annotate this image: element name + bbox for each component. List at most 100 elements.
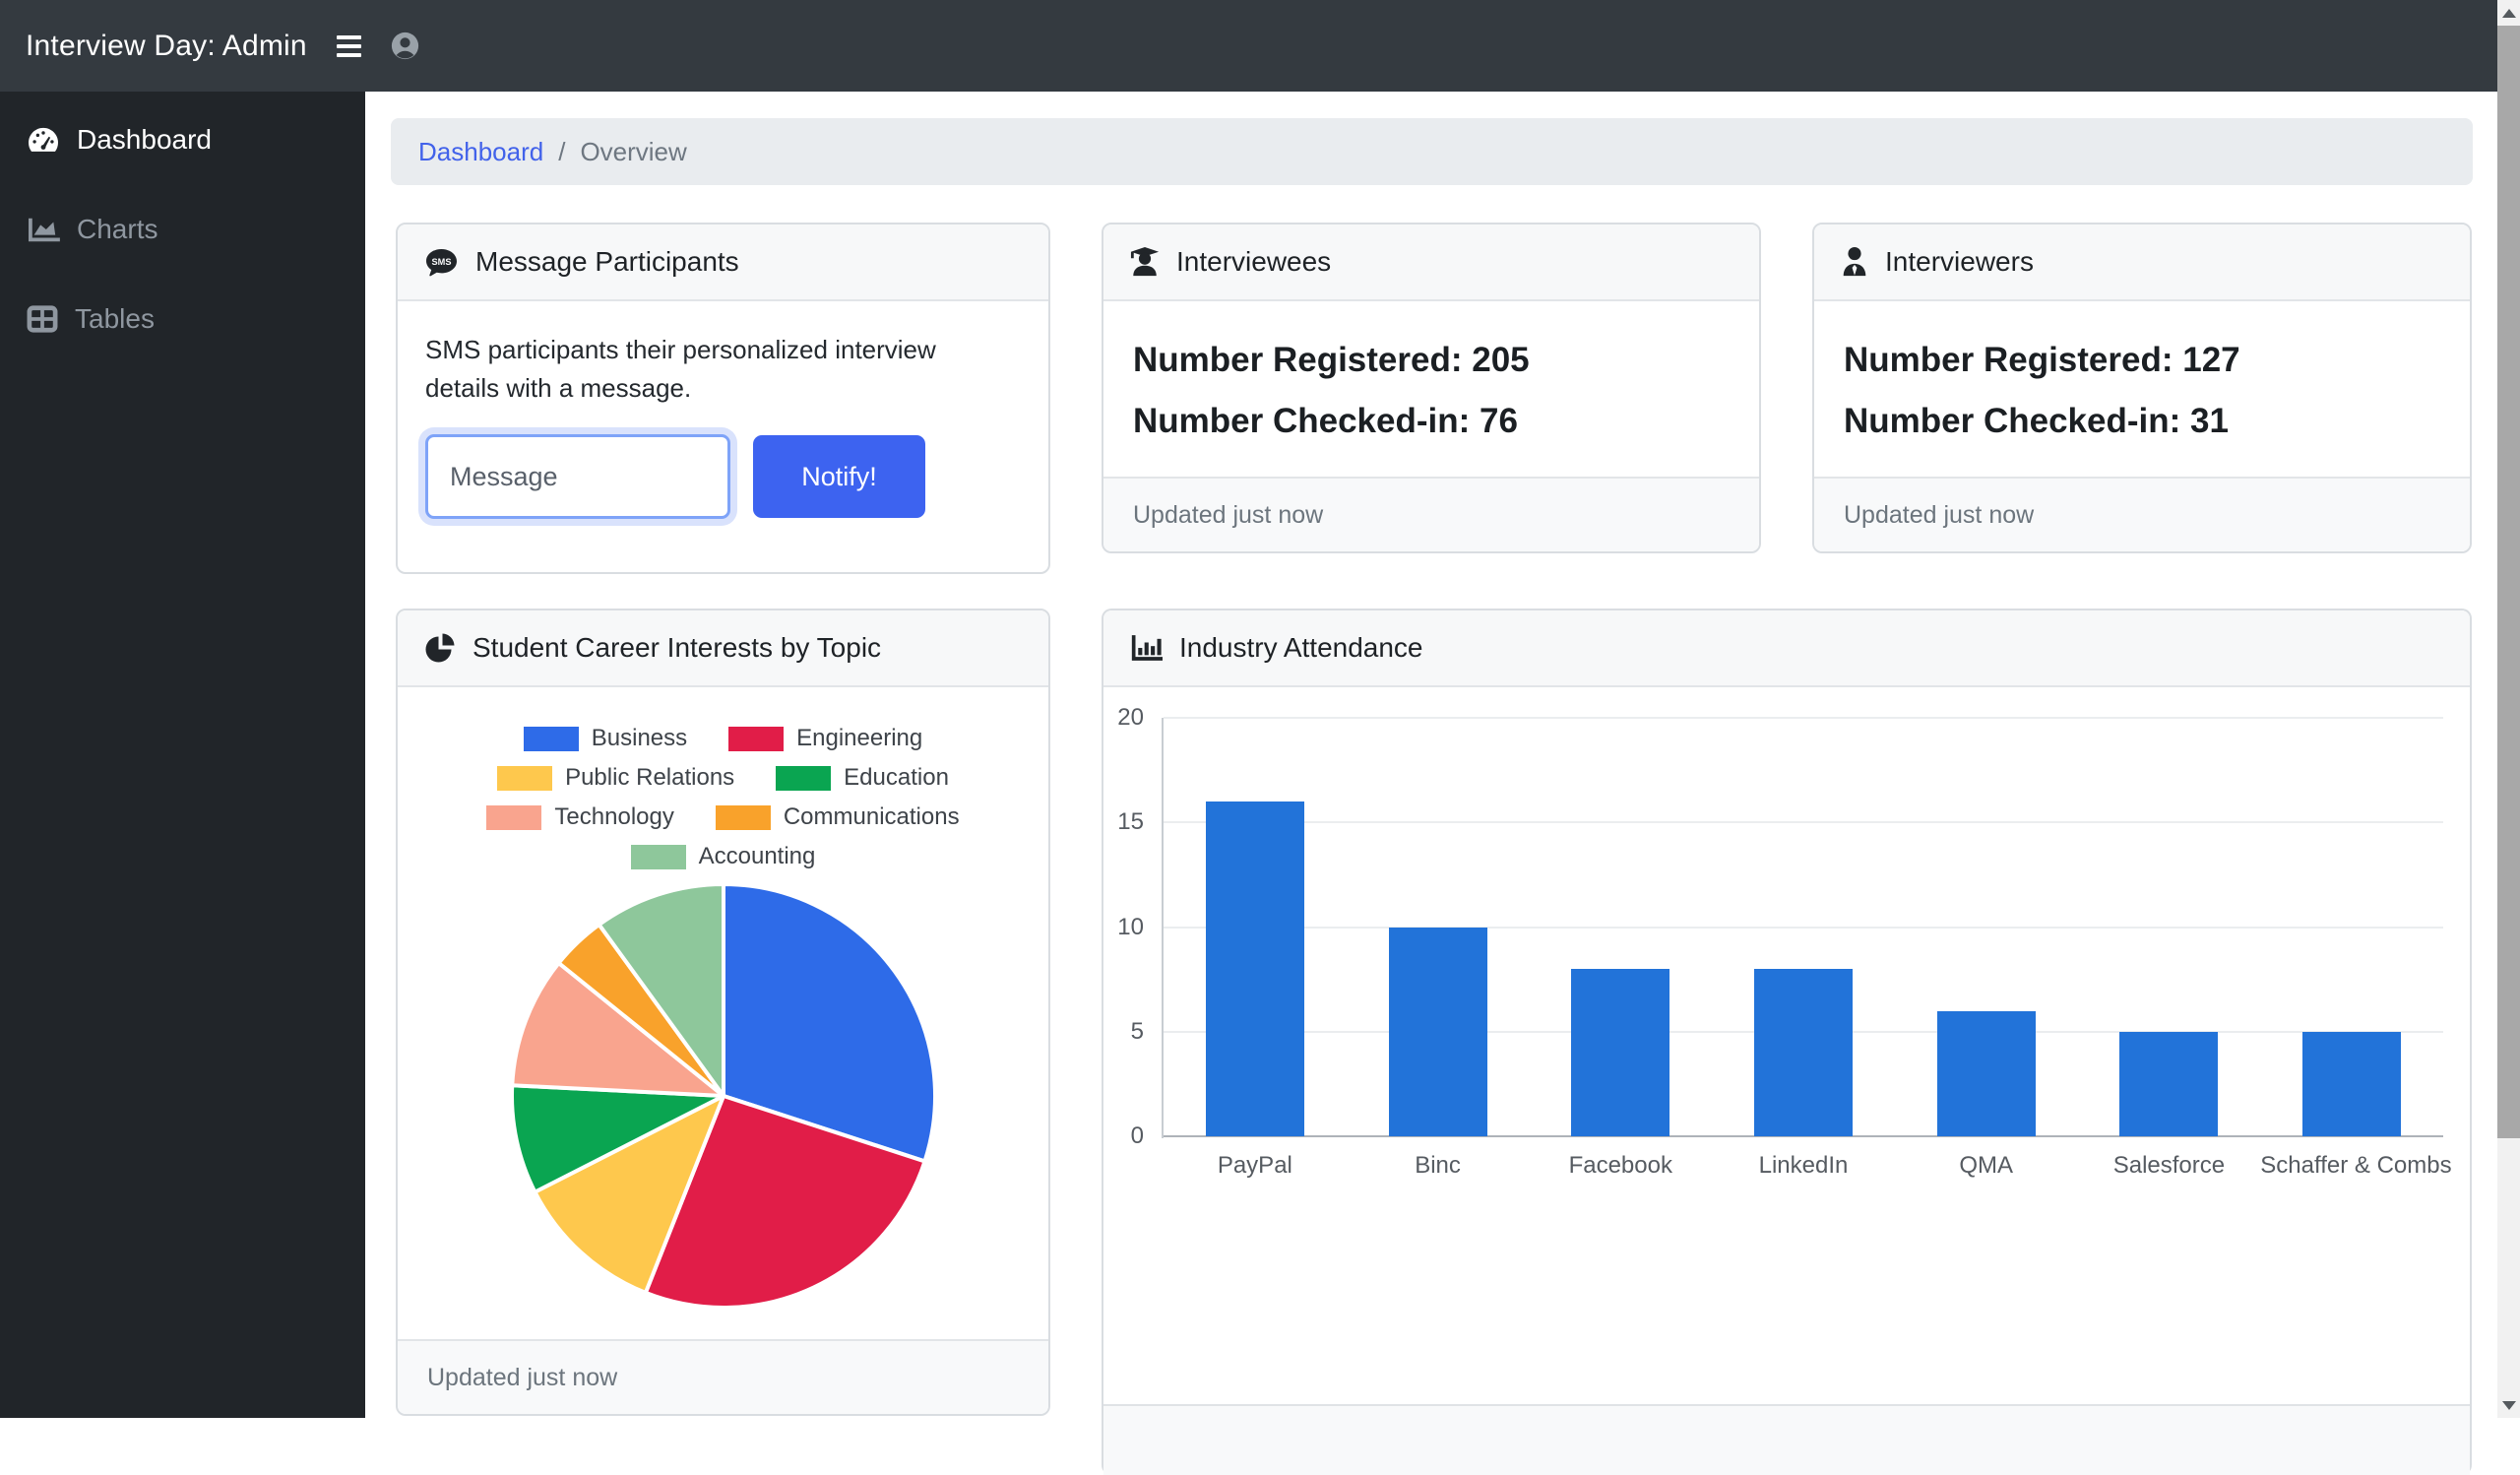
x-category-label: LinkedIn	[1758, 1152, 1849, 1179]
user-graduate-icon	[1130, 246, 1160, 278]
svg-text:SMS: SMS	[432, 256, 452, 266]
sidebar-item-tables[interactable]: Tables	[0, 274, 365, 363]
bar-facebook	[1571, 969, 1670, 1136]
top-navbar: Interview Day: Admin	[0, 0, 2497, 92]
legend-swatch	[728, 726, 785, 751]
breadcrumb-separator: /	[558, 136, 566, 166]
pie-slice-technology	[509, 961, 725, 1098]
legend-label: Business	[591, 725, 688, 751]
card-footer-updated: Updated just now	[1814, 477, 2470, 551]
pie-slice-engineering	[643, 1094, 926, 1310]
x-category-label: PayPal	[1217, 1152, 1292, 1179]
area-chart-icon	[27, 215, 60, 244]
card-footer-updated: Updated just now	[1103, 477, 1759, 551]
y-tick-label: 20	[1117, 704, 1144, 731]
industry-attendance-card: Industry Attendance 0 5 10 15 20 PayPal Binc Fa…	[1102, 609, 2472, 1475]
card-footer-updated: Updated just now	[398, 1339, 1048, 1414]
legend-row: Accounting	[630, 843, 816, 870]
x-category-label: Binc	[1415, 1152, 1461, 1179]
gridline	[1164, 717, 2443, 719]
card-header: Industry Attendance	[1103, 610, 2470, 687]
user-avatar-icon[interactable]	[391, 32, 419, 60]
bar-chart-icon	[1130, 633, 1163, 663]
pie-slice-education	[509, 1083, 725, 1194]
sms-icon: SMS	[424, 247, 459, 278]
y-tick-label: 0	[1130, 1122, 1144, 1149]
gauge-icon	[27, 125, 60, 155]
breadcrumb-current: Overview	[580, 136, 687, 166]
pie-chart	[509, 882, 937, 1310]
sidebar-item-label: Dashboard	[77, 123, 212, 155]
card-title: Interviewees	[1176, 246, 1332, 277]
menu-toggle-icon[interactable]	[333, 32, 365, 61]
scrollbar-thumb[interactable]	[2497, 26, 2520, 1138]
pie-slice-business	[721, 882, 937, 1164]
scroll-down-button[interactable]	[2497, 1392, 2520, 1418]
bar-paypal	[1205, 802, 1304, 1136]
legend-row: Technology Communications	[486, 803, 960, 831]
legend-item[interactable]: Public Relations	[497, 764, 734, 792]
card-header: Student Career Interests by Topic	[398, 610, 1048, 687]
legend-item[interactable]: Business	[523, 725, 688, 752]
legend-swatch	[776, 765, 832, 791]
breadcrumb: Dashboard / Overview	[391, 118, 2473, 185]
sidebar-item-dashboard[interactable]: Dashboard	[0, 95, 365, 184]
registered-count: Number Registered: 205	[1133, 341, 1530, 379]
bar-binc	[1388, 927, 1487, 1136]
legend-item[interactable]: Engineering	[728, 725, 922, 752]
sidebar-item-charts[interactable]: Charts	[0, 184, 365, 274]
card-header: SMS Message Participants	[398, 224, 1048, 301]
sidebar-item-label: Tables	[75, 302, 155, 334]
pie-chart-icon	[424, 632, 456, 664]
legend-label: Engineering	[796, 725, 923, 751]
table-icon	[27, 304, 58, 334]
legend-swatch	[497, 765, 553, 791]
card-title: Student Career Interests by Topic	[472, 632, 882, 663]
bar-salesforce	[2119, 1031, 2219, 1136]
app-title: Interview Day: Admin	[26, 29, 307, 62]
x-category-label: QMA	[1959, 1152, 2014, 1179]
scroll-up-button[interactable]	[2497, 0, 2520, 26]
legend-row: Public Relations Education	[497, 764, 949, 792]
x-axis-baseline	[1164, 1135, 2443, 1137]
legend-label: Technology	[554, 803, 674, 830]
card-footer-updated	[1103, 1404, 2470, 1475]
bar-chart: 0 5 10 15 20 PayPal Binc Facebook LinkedIn QMA Sal…	[1117, 704, 2451, 1179]
legend-item[interactable]: Communications	[715, 803, 960, 831]
legend-item[interactable]: Accounting	[630, 843, 816, 870]
notify-button[interactable]: Notify!	[753, 435, 925, 518]
x-category-label: Facebook	[1568, 1152, 1672, 1179]
message-description: SMS participants their personalized inte…	[425, 335, 936, 403]
checkedin-count: Number Checked-in: 31	[1844, 402, 2229, 440]
sidebar-nav: Dashboard Charts Tables	[0, 92, 365, 1418]
y-tick-label: 15	[1117, 808, 1144, 836]
interviewees-card: Interviewees Number Registered: 205 Numb…	[1102, 223, 1761, 553]
legend-row: Business Engineering	[523, 725, 922, 752]
legend-item[interactable]: Technology	[486, 803, 674, 831]
card-title: Industry Attendance	[1179, 632, 1423, 663]
interviewers-card: Interviewers Number Registered: 127 Numb…	[1812, 223, 2472, 553]
card-header: Interviewees	[1103, 224, 1759, 301]
legend-label: Education	[844, 764, 949, 791]
legend-swatch	[630, 844, 686, 869]
legend-label: Communications	[783, 803, 960, 830]
y-axis-line	[1162, 718, 1164, 1138]
pie-slice-public-relations	[532, 1094, 725, 1295]
legend-label: Accounting	[698, 843, 816, 869]
gridline	[1164, 821, 2443, 824]
bar-schaffer-combs	[2302, 1031, 2402, 1136]
pie-slice-accounting	[597, 882, 725, 1098]
arrow-up-icon	[2501, 8, 2516, 18]
y-tick-label: 5	[1130, 1017, 1144, 1045]
card-title: Interviewers	[1885, 246, 2034, 277]
message-input[interactable]	[425, 434, 730, 519]
registered-count: Number Registered: 127	[1844, 341, 2240, 379]
legend-swatch	[523, 726, 579, 751]
pie-legend: Business Engineering Public Relations Educa…	[398, 725, 1048, 870]
x-category-label: Salesforce	[2112, 1152, 2226, 1179]
legend-item[interactable]: Education	[776, 764, 949, 792]
message-participants-card: SMS Message Participants SMS participant…	[396, 223, 1050, 574]
career-interests-card: Student Career Interests by Topic Busine…	[396, 609, 1050, 1416]
vertical-scrollbar	[2497, 0, 2520, 1418]
breadcrumb-link-dashboard[interactable]: Dashboard	[418, 136, 544, 166]
